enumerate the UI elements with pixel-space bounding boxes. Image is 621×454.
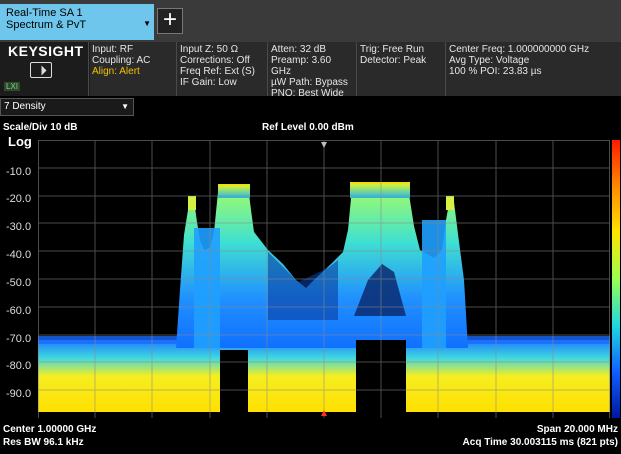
trigger-settings[interactable]: Trig: Free Run Detector: Peak — [356, 42, 445, 96]
chevron-down-icon: ▼ — [121, 102, 129, 111]
plot-grid — [38, 140, 610, 418]
lxi-badge: LXI — [4, 82, 21, 91]
add-screen-button[interactable]: + — [157, 8, 183, 34]
scale-div-label: Scale/Div 10 dB — [3, 122, 78, 133]
trigger-value: Trig: Free Run — [360, 44, 425, 55]
density-spectrum-plot[interactable] — [38, 140, 610, 418]
mode-tab-line2: Spectrum & PvT — [6, 19, 87, 31]
mode-tab-line1: Real-Time SA 1 — [6, 7, 83, 19]
message-icon[interactable] — [30, 62, 52, 78]
atten-settings[interactable]: Atten: 32 dB Preamp: 3.60 GHz µW Path: B… — [267, 42, 356, 99]
mode-tab-realtime-sa[interactable]: Real-Time SA 1 Spectrum & PvT ▼ — [0, 4, 154, 40]
y-tick-label: -60.0 — [6, 305, 32, 317]
y-tick-label: -20.0 — [6, 193, 32, 205]
center-marker-icon — [321, 142, 327, 148]
res-bw-label: Res BW 96.1 kHz — [3, 437, 84, 448]
y-tick-label: -30.0 — [6, 221, 32, 233]
poi-value: 100 % POI: 23.83 µs — [449, 66, 542, 77]
avg-type-value: Avg Type: Voltage — [449, 55, 530, 66]
y-tick-label: -90.0 — [6, 388, 32, 400]
view-select[interactable]: 7 Density ▼ — [0, 98, 134, 116]
density-color-scale — [612, 140, 620, 418]
freq-ref-value: Freq Ref: Ext (S) — [180, 66, 256, 77]
detector-value: Detector: Peak — [360, 55, 427, 66]
acq-time-label: Acq Time 30.003115 ms (821 pts) — [462, 437, 618, 448]
y-tick-label: -70.0 — [6, 333, 32, 345]
y-tick-label: -50.0 — [6, 277, 32, 289]
dropdown-arrow-icon: ▼ — [143, 19, 151, 28]
input-settings[interactable]: Input: RF Coupling: AC Align: Alert — [88, 42, 176, 96]
info-bar — [0, 42, 621, 96]
uw-path-value: µW Path: Bypass — [271, 77, 348, 88]
input-z-settings[interactable]: Input Z: 50 Ω Corrections: Off Freq Ref:… — [176, 42, 267, 96]
if-gain-value: IF Gain: Low — [180, 77, 237, 88]
pno-value: PNO: Best Wide — [271, 88, 344, 99]
atten-value: Atten: 32 dB — [271, 44, 327, 55]
log-scale-label: Log — [8, 134, 32, 149]
preamp-value: Preamp: 3.60 GHz — [271, 55, 332, 77]
center-frequency-label: Center 1.00000 GHz — [3, 424, 97, 435]
coupling-value: Coupling: AC — [92, 55, 151, 66]
input-z-value: Input Z: 50 Ω — [180, 44, 239, 55]
center-bottom-marker-icon — [321, 410, 327, 416]
frequency-settings[interactable]: Center Freq: 1.000000000 GHz Avg Type: V… — [445, 42, 621, 96]
view-select-value: 7 Density — [4, 101, 46, 112]
y-tick-label: -10.0 — [6, 166, 32, 178]
y-tick-label: -40.0 — [6, 249, 32, 261]
keysight-logo: KEYSIGHT — [8, 43, 84, 59]
center-freq-value: Center Freq: 1.000000000 GHz — [449, 44, 590, 55]
input-value: Input: RF — [92, 44, 134, 55]
y-tick-label: -80.0 — [6, 360, 32, 372]
span-label: Span 20.000 MHz — [536, 424, 618, 435]
corrections-value: Corrections: Off — [180, 55, 250, 66]
align-alert: Align: Alert — [92, 66, 140, 77]
ref-level-label: Ref Level 0.00 dBm — [262, 122, 354, 133]
